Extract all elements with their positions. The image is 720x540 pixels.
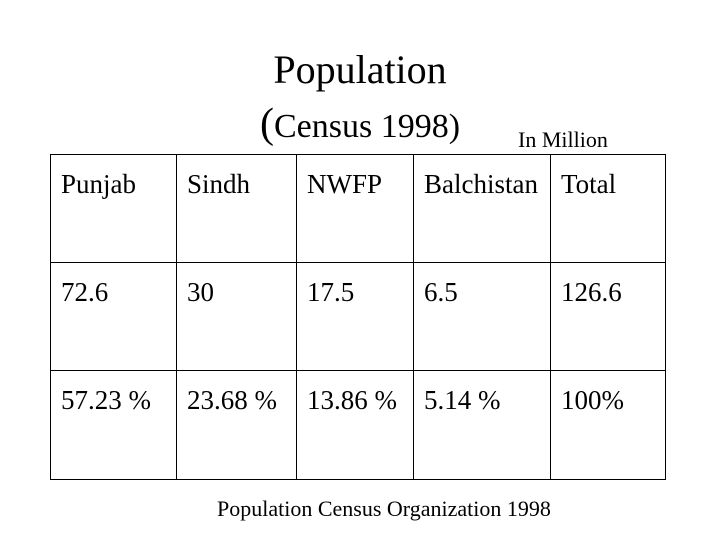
table-header-row: Punjab Sindh NWFP Balchistan Total [50, 154, 666, 263]
table-cell: 23.68 % [176, 370, 297, 480]
subtitle-text: Census 1998) [273, 108, 461, 145]
table-cell: 100% [550, 370, 666, 480]
table-cell: 126.6 [550, 262, 666, 371]
table-cell: 17.5 [296, 262, 414, 371]
table-cell: 6.5 [413, 262, 551, 371]
unit-note: In Million [518, 127, 608, 152]
header-cell-sindh: Sindh [176, 154, 297, 263]
header-cell-total: Total [550, 154, 666, 263]
population-table: Punjab Sindh NWFP Balchistan Total 72.6 … [50, 154, 666, 480]
slide-subtitle: (Census 1998) [0, 101, 720, 147]
table-cell: 72.6 [50, 262, 177, 371]
source-caption: Population Census Organization 1998 [217, 496, 551, 521]
subtitle-paren: ( [259, 101, 274, 147]
header-cell-balchistan: Balchistan [413, 154, 551, 263]
header-cell-nwfp: NWFP [296, 154, 414, 263]
table-cell: 57.23 % [50, 370, 177, 480]
header-cell-punjab: Punjab [50, 154, 177, 263]
table-cell: 5.14 % [413, 370, 551, 480]
slide-title: Population [273, 47, 447, 92]
table-cell: 30 [176, 262, 297, 371]
table-row: 72.6 30 17.5 6.5 126.6 [50, 262, 666, 371]
table-cell: 13.86 % [296, 370, 414, 480]
table-row: 57.23 % 23.68 % 13.86 % 5.14 % 100% [50, 370, 666, 480]
